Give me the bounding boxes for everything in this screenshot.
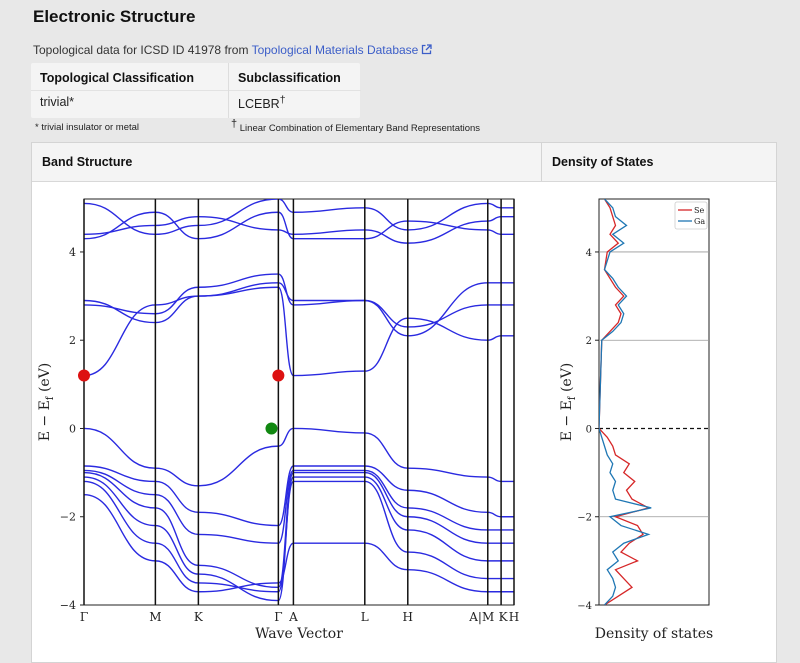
dos-plot-frame (598, 198, 710, 606)
band-line-10 (84, 211, 514, 240)
topological-classification-column: Topological Classification trivial* (31, 63, 228, 118)
header-divider (541, 143, 542, 181)
table-divider (31, 90, 228, 91)
band-plot-frame (83, 198, 515, 606)
x-axis-label: Wave Vector (255, 626, 343, 642)
kpoint-label-5: L (361, 610, 369, 624)
kpoint-label-4: A (288, 610, 298, 624)
legend-label-se: Se (694, 206, 704, 215)
band-line-12 (84, 199, 514, 236)
kpoint-label-8: K (499, 610, 509, 624)
band-line-4 (84, 480, 514, 593)
band-marker-1 (272, 369, 285, 382)
kpoint-label-1: M (149, 610, 161, 624)
band-line-0 (84, 465, 514, 527)
dagger-mark: † (279, 95, 286, 106)
band-line-1 (84, 469, 514, 544)
band-line-7 (84, 286, 514, 377)
dos-y-tick-label: −4 (577, 601, 592, 612)
dos-series-se (599, 199, 651, 605)
dos-y-tick-label: 0 (586, 424, 592, 435)
dos-legend: Se Ga (674, 201, 708, 230)
band-structure-header: Band Structure (42, 155, 133, 169)
external-link-icon (422, 44, 432, 55)
band-line-3 (84, 476, 514, 602)
band-line-6 (84, 427, 514, 487)
legend-label-ga: Ga (694, 217, 705, 226)
density-of-states-plot: −4 −2 0 2 4 Se Ga Density of states E − Ef (eV) (559, 198, 714, 642)
table-divider (229, 90, 361, 91)
kpoint-label-3: Γ (274, 610, 282, 624)
topology-source-line: Topological data for ICSD ID 41978 from … (33, 43, 432, 57)
dagger-mark: † (231, 118, 238, 130)
subclassification-footnote: † Linear Combination of Elementary Band … (231, 118, 481, 135)
subclassification-column: Subclassification LCEBR† (228, 63, 361, 118)
dos-y-tick-label: 4 (586, 248, 592, 259)
band-lines-group (84, 199, 514, 602)
kpoint-label-6: H (403, 610, 413, 624)
band-line-5 (84, 493, 514, 593)
kpoint-label-2: K (194, 610, 204, 624)
y-tick-label: −4 (60, 599, 76, 612)
density-of-states-header: Density of States (552, 155, 654, 169)
dos-y-tick-label: 2 (586, 336, 592, 347)
legend-box (674, 201, 708, 230)
topological-footnote: * trivial insulator or metal (35, 122, 140, 133)
dos-x-axis-label: Density of states (595, 626, 714, 642)
subclassification-value: LCEBR† (238, 95, 286, 112)
y-tick-label: 2 (69, 334, 76, 347)
dos-series-ga (599, 199, 652, 605)
band-marker-0 (78, 369, 90, 382)
kpoint-label-0: Γ (80, 610, 88, 624)
kpoint-label-7: A|M (468, 610, 494, 624)
topological-materials-database-link[interactable]: Topological Materials Database (252, 43, 433, 57)
y-tick-label: −2 (60, 511, 76, 524)
band-line-9 (84, 282, 514, 328)
dos-y-tick-label: −2 (577, 513, 592, 524)
section-title: Electronic Structure (33, 7, 196, 26)
subclassification-header: Subclassification (238, 71, 341, 85)
topological-classification-value: trivial* (40, 95, 75, 109)
dos-lines-group (599, 199, 652, 605)
band-line-8 (84, 273, 514, 337)
source-prefix-text: Topological data for ICSD ID 41978 from (33, 43, 249, 57)
band-line-2 (84, 471, 514, 589)
y-tick-label: 4 (69, 246, 76, 259)
topological-classification-header: Topological Classification (40, 71, 194, 85)
classification-table: Topological Classification trivial* Subc… (31, 63, 361, 118)
y-axis-label: E − Ef (eV) (37, 363, 56, 442)
band-line-11 (84, 215, 514, 244)
panel-header: Band Structure Density of States (32, 143, 776, 182)
y-axis-label: E − Ef (eV) (559, 363, 578, 442)
kpoint-label-9: H (509, 610, 519, 624)
band-marker-2 (265, 422, 278, 435)
y-tick-label: 0 (69, 422, 76, 435)
